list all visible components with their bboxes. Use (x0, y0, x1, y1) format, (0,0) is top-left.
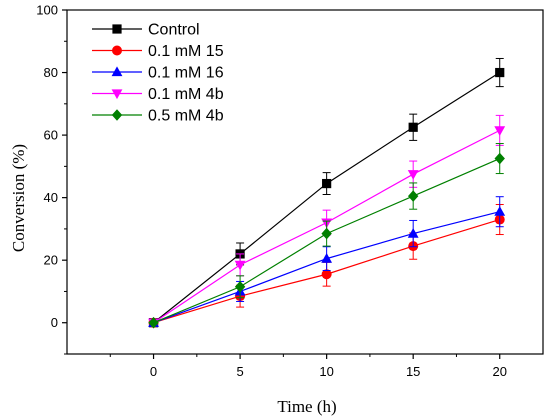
data-point-0-1-mm-4b (407, 170, 419, 180)
y-tick-label: 0 (51, 315, 58, 330)
x-tick-label: 20 (492, 364, 506, 379)
plot-border (66, 9, 544, 355)
y-axis: 0 20 40 60 80 100 (36, 3, 67, 355)
legend-label-0-1-mm-15: 0.1 mM 15 (148, 43, 224, 60)
series-layer (148, 57, 506, 329)
data-point-0-5-mm-4b (148, 316, 159, 329)
data-point-control (408, 122, 418, 132)
legend-item-0-1-mm-16: 0.1 mM 16 (92, 65, 224, 82)
y-axis-title: Conversion (%) (9, 144, 28, 252)
data-point-control (495, 67, 505, 78)
legend-label-control: Control (148, 22, 200, 39)
x-tick-label: 15 (406, 364, 420, 379)
legend-marker-0-5-mm-4b (111, 109, 123, 121)
data-point-0-5-mm-4b (494, 152, 505, 165)
legend-marker-0-1-mm-4b (111, 89, 123, 100)
legend-item-0-5-mm-4b: 0.5 mM 4b (92, 108, 224, 125)
y-tick-label: 40 (44, 190, 58, 205)
y-tick-label: 60 (44, 128, 58, 143)
data-point-0-1-mm-16 (494, 206, 506, 216)
y-tick-label: 80 (44, 65, 58, 80)
data-point-0-1-mm-16 (321, 253, 333, 263)
x-tick-label: 10 (319, 364, 333, 379)
legend-item-0-1-mm-15: 0.1 mM 15 (92, 43, 224, 60)
y-tick-label: 20 (44, 253, 58, 268)
x-tick-label: 5 (236, 364, 243, 379)
data-point-0-5-mm-4b (234, 280, 246, 293)
y-tick-label: 100 (36, 3, 58, 18)
data-point-0-1-mm-15 (321, 269, 332, 280)
legend-marker-control (112, 24, 122, 34)
legend: Control 0.1 mM 15 0.1 mM 16 0.1 mM 4b 0.5 mM… (92, 22, 224, 125)
data-point-control (322, 178, 332, 189)
legend-label-0-1-mm-16: 0.1 mM 16 (148, 65, 224, 82)
x-tick-label: 0 (150, 364, 157, 379)
legend-marker-0-1-mm-15 (112, 45, 122, 56)
x-axis-title: Time (h) (277, 397, 336, 416)
data-point-0-1-mm-4b (234, 260, 246, 271)
x-axis: 0 5 10 15 20 (109, 354, 507, 379)
data-point-0-5-mm-4b (407, 190, 419, 202)
data-point-0-1-mm-16 (407, 228, 419, 238)
plot-frame (66, 9, 544, 355)
legend-item-control: Control (92, 22, 200, 39)
legend-item-0-1-mm-4b: 0.1 mM 4b (92, 86, 224, 103)
data-point-0-1-mm-4b (494, 126, 506, 136)
series-0-5-mm-4b (148, 143, 505, 329)
legend-marker-0-1-mm-16 (111, 66, 123, 77)
data-point-0-5-mm-4b (321, 227, 332, 240)
legend-label-0-5-mm-4b: 0.5 mM 4b (148, 108, 224, 125)
legend-label-0-1-mm-4b: 0.1 mM 4b (148, 86, 224, 103)
